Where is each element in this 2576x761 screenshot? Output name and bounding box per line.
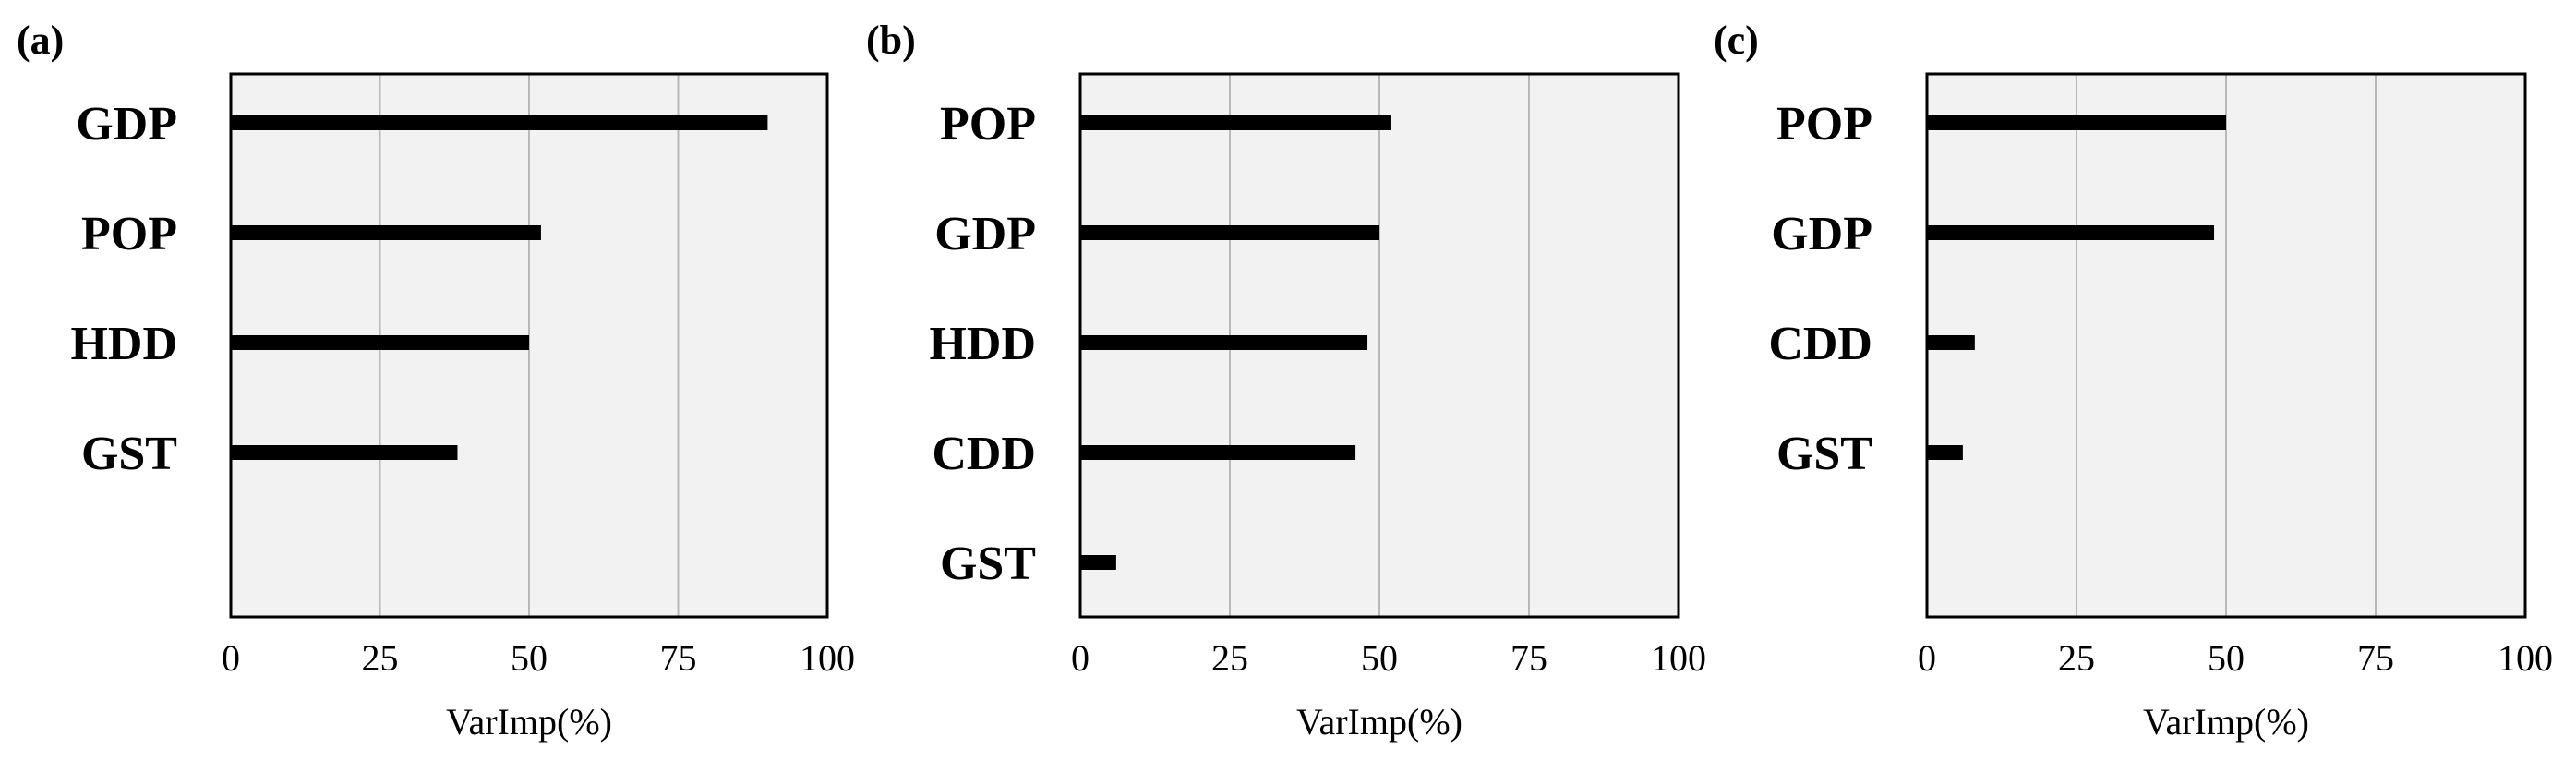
x-axis-title: VarImp(%) bbox=[446, 701, 612, 743]
bar-pop bbox=[231, 225, 541, 240]
bar-gst bbox=[1080, 555, 1116, 570]
bar-cdd bbox=[1080, 445, 1356, 460]
chart-panel-3: 0 25 50 75 100 POP GDP CDD GST VarImp(%) (c) bbox=[1714, 18, 2553, 743]
category-label: HDD bbox=[70, 318, 177, 370]
bar-gdp bbox=[1927, 225, 2215, 240]
x-tick-label: 100 bbox=[800, 637, 855, 679]
bar-gst bbox=[231, 445, 458, 460]
x-tick-label: 75 bbox=[660, 637, 697, 679]
chart-panel-2: 0 25 50 75 100 POP GDP HDD CDD GST VarImp(%) (b) bbox=[866, 18, 1706, 743]
category-label: CDD bbox=[1768, 318, 1872, 370]
x-axis-title: VarImp(%) bbox=[2143, 701, 2309, 743]
plot-frame bbox=[229, 72, 829, 619]
x-tick-label: 50 bbox=[1361, 637, 1398, 679]
category-label: HDD bbox=[929, 318, 1036, 370]
x-axis-title: VarImp(%) bbox=[1296, 701, 1463, 743]
x-tick-label: 25 bbox=[2058, 637, 2095, 679]
bar-gdp bbox=[231, 115, 768, 130]
panel-label: (a) bbox=[17, 18, 64, 63]
x-tick-label: 0 bbox=[1071, 637, 1089, 679]
x-tick-label: 0 bbox=[222, 637, 240, 679]
category-label: POP bbox=[940, 98, 1036, 151]
category-label: GDP bbox=[934, 208, 1036, 260]
x-tick-label: 100 bbox=[2498, 637, 2553, 679]
x-tick-label: 100 bbox=[1651, 637, 1706, 679]
x-tick-label: 25 bbox=[1211, 637, 1248, 679]
x-tick-label: 50 bbox=[511, 637, 548, 679]
category-label: POP bbox=[81, 208, 177, 260]
bar-hdd bbox=[231, 335, 529, 350]
category-label: GST bbox=[81, 428, 177, 480]
plot-frame bbox=[1925, 72, 2527, 619]
x-tick-label: 0 bbox=[1918, 637, 1936, 679]
x-tick-label: 75 bbox=[2357, 637, 2394, 679]
category-label: GST bbox=[940, 538, 1036, 590]
category-label: GST bbox=[1776, 428, 1872, 480]
category-label: CDD bbox=[932, 428, 1036, 480]
bar-gst bbox=[1927, 445, 1963, 460]
x-tick-label: 75 bbox=[1511, 637, 1547, 679]
bar-hdd bbox=[1080, 335, 1368, 350]
category-label: POP bbox=[1776, 98, 1872, 151]
x-tick-label: 50 bbox=[2208, 637, 2245, 679]
category-label: GDP bbox=[1771, 208, 1872, 260]
bar-cdd bbox=[1927, 335, 1975, 350]
bar-pop bbox=[1927, 115, 2226, 130]
bar-pop bbox=[1080, 115, 1391, 130]
plot-frame bbox=[1078, 72, 1680, 619]
x-tick-label: 25 bbox=[362, 637, 399, 679]
panel-label: (c) bbox=[1714, 18, 1759, 63]
bar-gdp bbox=[1080, 225, 1379, 240]
category-label: GDP bbox=[76, 98, 177, 151]
chart-panel-1: 0 25 50 75 100 GDP POP HDD GST VarImp(%) (a) bbox=[17, 18, 855, 743]
panel-label: (b) bbox=[866, 18, 916, 63]
